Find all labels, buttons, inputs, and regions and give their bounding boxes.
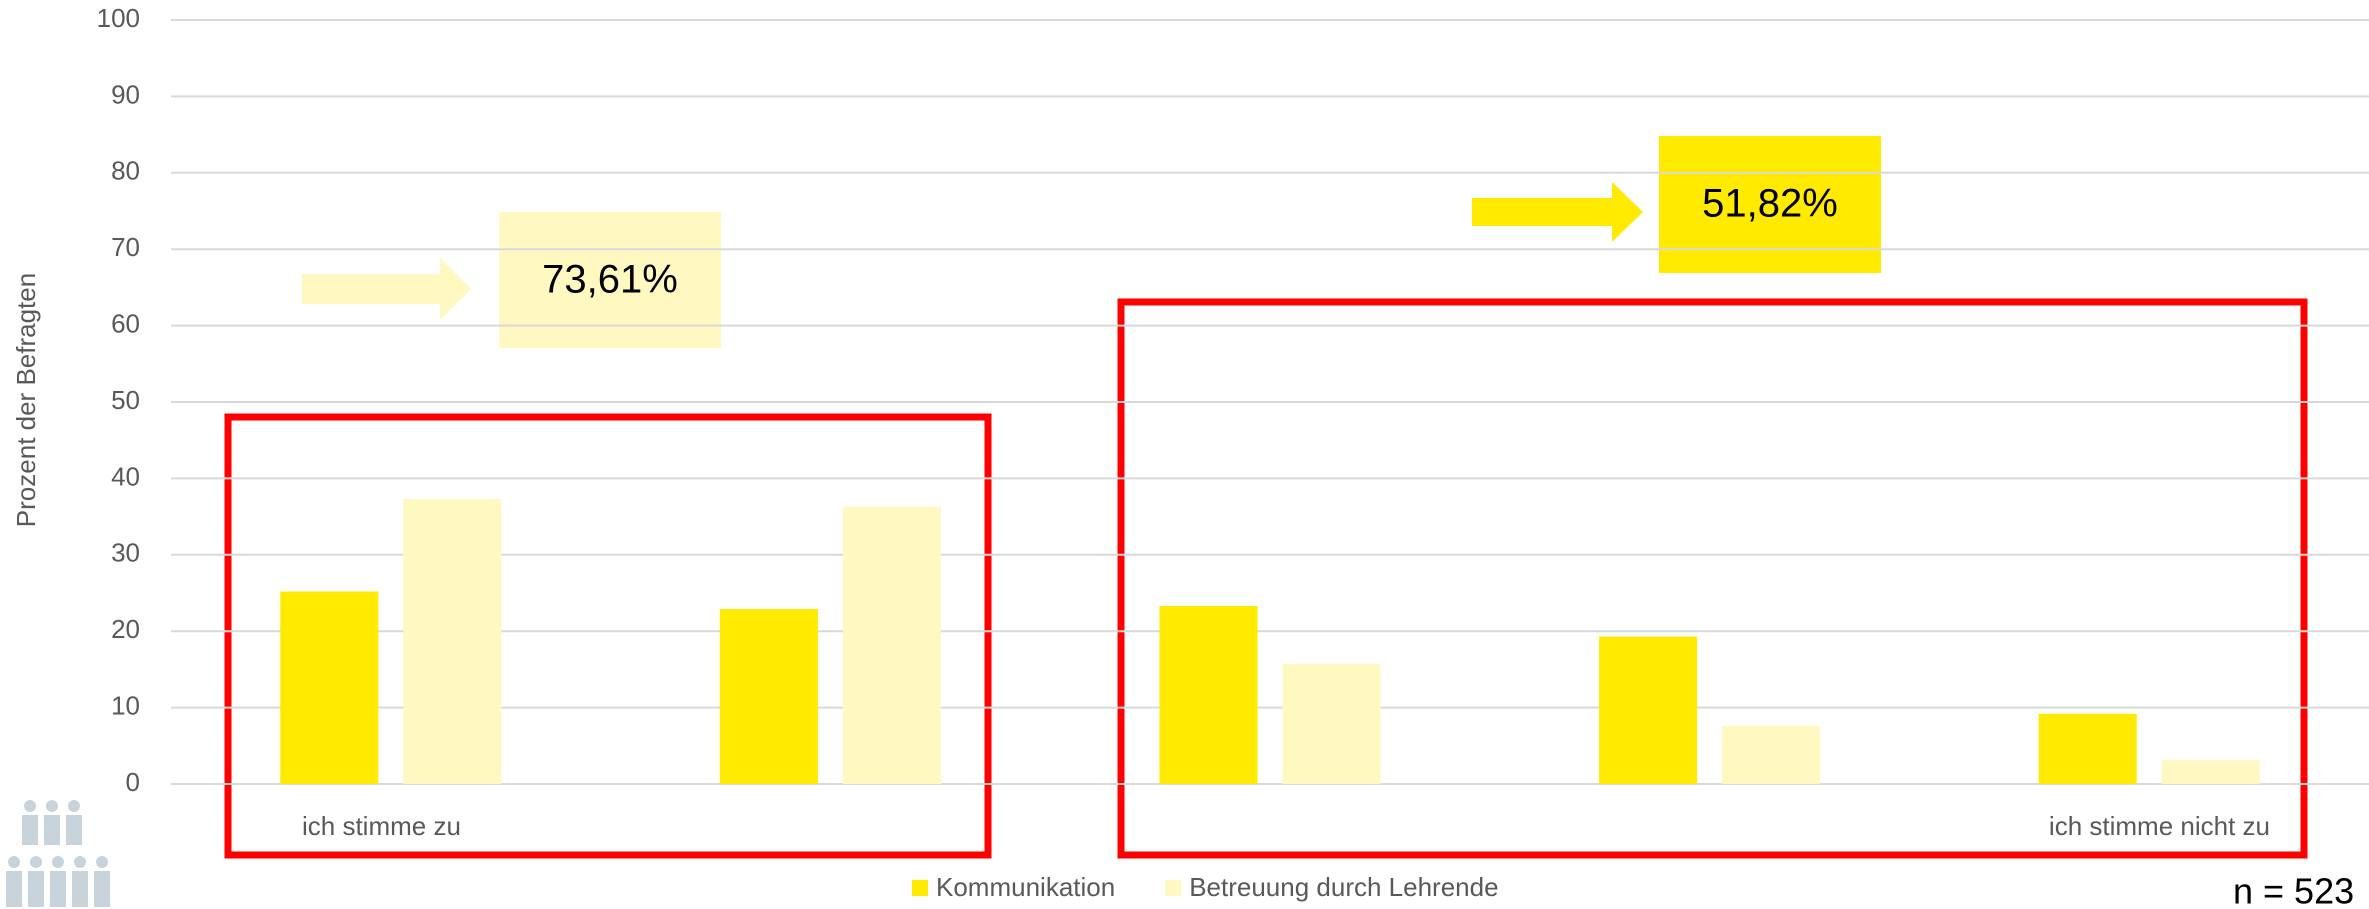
bar — [1159, 605, 1258, 784]
y-tick-label: 40 — [111, 461, 140, 491]
y-tick-label: 80 — [111, 156, 140, 186]
legend-swatch — [912, 880, 928, 896]
bar — [1599, 636, 1698, 784]
y-tick-label: 100 — [97, 3, 140, 33]
highlight-box — [224, 413, 992, 859]
y-tick-label: 90 — [111, 79, 140, 109]
bar — [280, 591, 379, 784]
bar — [403, 499, 502, 784]
note: n = 523 — [2233, 871, 2354, 909]
highlight-box — [1117, 298, 2308, 859]
bar — [2038, 713, 2137, 784]
x-tick-label: ich stimme nicht zu — [2049, 811, 2270, 841]
legend-swatch — [1165, 880, 1182, 896]
y-tick-label: 60 — [111, 308, 140, 338]
y-tick-label: 50 — [111, 385, 140, 415]
annotation: 51,82% — [1702, 182, 1838, 226]
legend-label: Betreuung durch Lehrende — [1189, 872, 1498, 902]
y-tick-label: 30 — [111, 538, 140, 568]
annotation: 73,61% — [542, 258, 678, 302]
legend-label: Kommunikation — [936, 872, 1115, 902]
bar — [1282, 664, 1381, 784]
people-icon — [6, 800, 110, 907]
arrow — [1472, 182, 1643, 242]
bar — [842, 506, 941, 784]
y-tick-label: 70 — [111, 232, 140, 262]
bar — [719, 609, 818, 784]
y-axis-label: Prozent der Befragten — [11, 273, 41, 527]
y-tick-label: 20 — [111, 614, 140, 644]
bar — [2161, 760, 2260, 784]
y-tick-label: 0 — [126, 767, 140, 797]
y-tick-label: 10 — [111, 690, 140, 720]
arrow — [302, 258, 471, 320]
x-tick-label: ich stimme zu — [302, 811, 461, 841]
bar — [1722, 725, 1821, 784]
